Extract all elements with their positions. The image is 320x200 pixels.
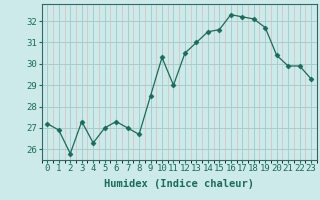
- X-axis label: Humidex (Indice chaleur): Humidex (Indice chaleur): [104, 179, 254, 189]
